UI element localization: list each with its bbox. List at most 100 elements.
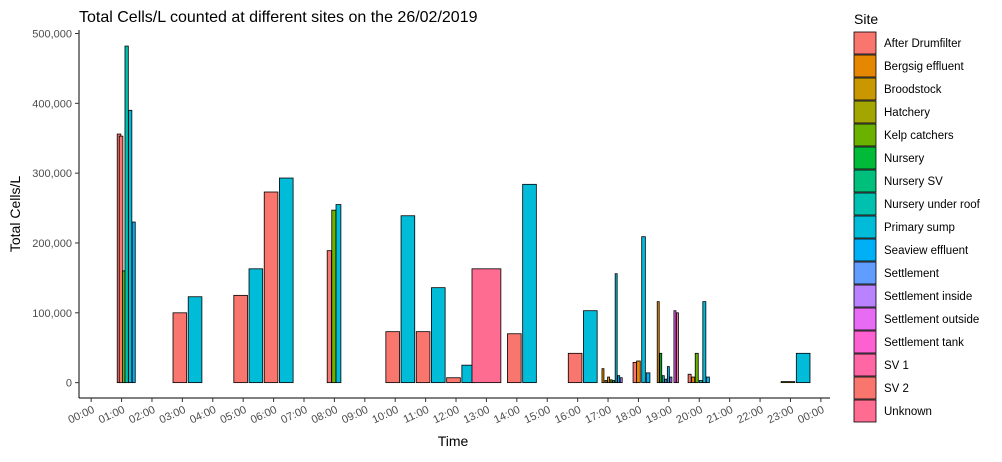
legend-item: Hatchery <box>853 100 930 124</box>
x-tick-label: 23:00 <box>766 404 796 427</box>
bar <box>641 236 646 384</box>
legend-label: Kelp catchers <box>884 130 954 142</box>
legend-item: Broodstock <box>853 77 942 101</box>
bar <box>400 215 416 384</box>
legend-label: Settlement <box>884 268 940 280</box>
bar <box>795 352 811 384</box>
legend-key <box>853 330 877 354</box>
x-tick-label: 22:00 <box>735 404 765 427</box>
bar <box>172 312 188 384</box>
bar <box>567 352 583 384</box>
legend-label: Nursery <box>884 153 925 165</box>
legend-label: Hatchery <box>884 107 930 119</box>
bar <box>698 380 703 384</box>
legend-key <box>853 54 877 78</box>
legend-item: Nursery SV <box>853 169 943 193</box>
bar <box>331 209 337 384</box>
legend-item: Primary sump <box>853 215 955 239</box>
y-tick-label: 200,000 <box>32 238 72 250</box>
bar <box>705 376 710 384</box>
legend-key <box>853 353 877 377</box>
bar <box>619 377 623 384</box>
legend-key <box>853 376 877 400</box>
x-tick-label: 16:00 <box>553 404 583 427</box>
x-tick-label: 12:00 <box>431 404 461 427</box>
y-tick-label: 100,000 <box>32 308 72 320</box>
bar <box>661 375 665 384</box>
bar <box>187 296 203 384</box>
x-axis-title: Time <box>438 433 469 449</box>
bar <box>673 310 677 384</box>
bar <box>431 287 446 384</box>
legend-key <box>853 31 877 55</box>
legend-item: Settlement <box>853 261 940 285</box>
bar <box>632 361 638 384</box>
x-tick-label: 05:00 <box>218 404 248 427</box>
legend-key <box>853 399 877 423</box>
bar <box>607 376 610 384</box>
bar <box>335 204 342 384</box>
bar <box>659 352 663 384</box>
legend-item: SV 2 <box>853 376 909 400</box>
bar <box>656 301 660 384</box>
bar <box>691 376 696 384</box>
bar <box>702 301 707 384</box>
bar <box>522 183 537 384</box>
bar <box>669 376 673 384</box>
bar <box>604 380 608 384</box>
plot-area: 0 100,000 200,000 300,000 400,000 500,000 00:… <box>32 28 830 426</box>
chart-title: Total Cells/L counted at different sites… <box>79 9 478 26</box>
legend-item: Kelp catchers <box>853 123 954 147</box>
legend-title: Site <box>854 11 878 27</box>
bar <box>666 366 670 384</box>
y-tick-label: 500,000 <box>32 28 72 40</box>
x-tick-label: 00:00 <box>66 404 96 427</box>
bar <box>326 250 332 384</box>
bar <box>118 135 124 384</box>
x-tick-label: 06:00 <box>249 404 279 427</box>
legend-label: Unknown <box>884 406 932 418</box>
x-tick-label: 21:00 <box>705 404 735 427</box>
legend-key <box>853 261 877 285</box>
bar <box>612 380 616 384</box>
bar <box>385 331 400 384</box>
legend-label: SV 2 <box>884 383 909 395</box>
bar <box>263 191 279 384</box>
legend-key <box>853 77 877 101</box>
x-tick-label: 04:00 <box>188 404 218 427</box>
legend-item: Bergsig effluent <box>853 54 965 78</box>
legend-label: Nursery under roof <box>884 199 981 211</box>
bar <box>614 273 618 384</box>
bar <box>128 109 133 384</box>
bar <box>471 268 502 384</box>
bar <box>583 310 598 384</box>
legend-label: After Drumfilter <box>884 38 961 50</box>
legend-key <box>853 100 877 124</box>
bar <box>507 333 522 384</box>
bar <box>131 221 136 384</box>
legend-label: Settlement inside <box>884 291 972 303</box>
bar <box>601 368 605 384</box>
legend-label: Settlement outside <box>884 314 979 326</box>
x-tick-label: 17:00 <box>583 404 613 427</box>
bar <box>687 373 692 384</box>
x-tick-label: 08:00 <box>310 404 340 427</box>
bar <box>124 45 129 384</box>
legend-key <box>853 192 877 216</box>
legend-key <box>853 284 877 308</box>
legend-key <box>853 146 877 170</box>
legend-item: After Drumfilter <box>853 31 961 55</box>
legend-label: Broodstock <box>884 84 942 96</box>
y-axis-ticks: 0 100,000 200,000 300,000 400,000 500,000 <box>32 28 79 390</box>
bar <box>645 372 651 384</box>
x-tick-label: 01:00 <box>97 404 127 427</box>
legend-item: SV 1 <box>853 353 909 377</box>
legend-key <box>853 123 877 147</box>
bar <box>676 312 679 384</box>
x-tick-label: 02:00 <box>127 404 157 427</box>
y-tick-label: 0 <box>66 378 72 390</box>
legend-item: Settlement inside <box>853 284 972 308</box>
legend-label: SV 1 <box>884 360 909 372</box>
